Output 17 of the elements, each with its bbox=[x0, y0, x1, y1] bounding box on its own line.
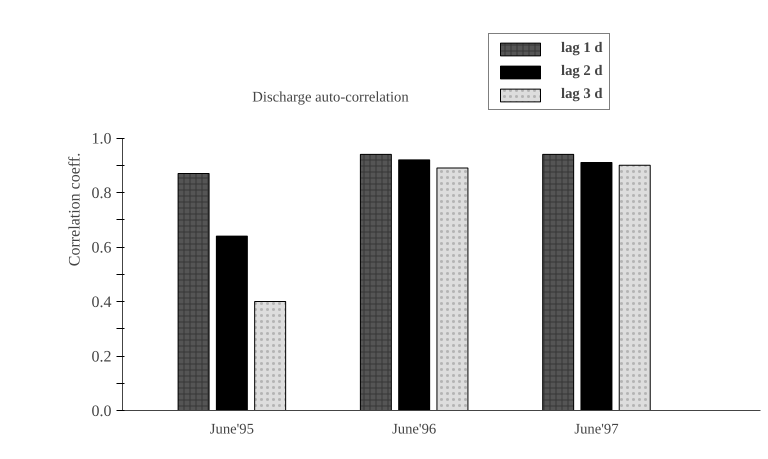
x-tick-label: June'96 bbox=[392, 422, 436, 438]
y-axis-title: Correlation coeff. bbox=[66, 152, 84, 266]
bar bbox=[580, 162, 612, 410]
legend-label: lag 3 d bbox=[561, 86, 603, 103]
x-tick-label: June'95 bbox=[210, 422, 254, 438]
legend-label: lag 2 d bbox=[561, 63, 603, 80]
y-tick-label: 0.6 bbox=[92, 240, 112, 257]
bar bbox=[398, 159, 430, 410]
y-tick-label: 0.2 bbox=[92, 348, 112, 366]
legend-label: lag 1 d bbox=[561, 40, 603, 57]
x-tick-label: June'97 bbox=[574, 422, 619, 438]
y-tick-label: 0.8 bbox=[92, 185, 112, 202]
y-tick-label: 0.0 bbox=[92, 403, 112, 420]
chart-title: Discharge auto-correlation bbox=[252, 90, 410, 106]
y-tick-label: 0.4 bbox=[92, 294, 112, 312]
bar bbox=[216, 236, 248, 410]
y-tick-label: 1.0 bbox=[92, 130, 112, 148]
